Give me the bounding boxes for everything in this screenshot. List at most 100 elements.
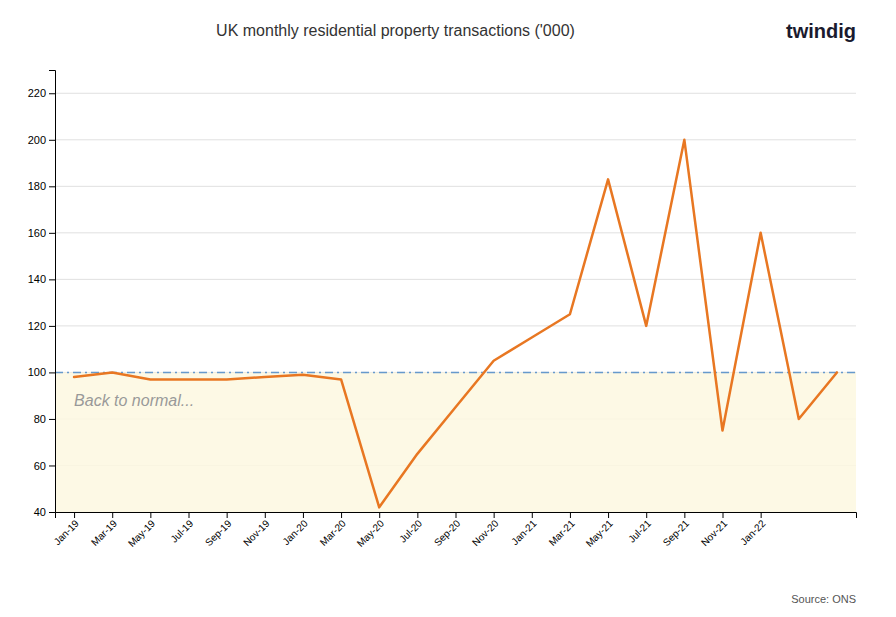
title: UK monthly residential property transact…	[216, 22, 575, 39]
x-tick-mark	[303, 512, 304, 518]
normal-region	[55, 372, 856, 512]
x-tick-label: Sep-19	[203, 517, 234, 548]
grid-line	[55, 325, 856, 326]
y-axis: 40 60 80 100 120 140 160 180 200 220	[28, 71, 56, 519]
x-tick-label: May-19	[126, 517, 158, 549]
y-tick-label: 120	[28, 320, 46, 332]
grid-line	[55, 232, 856, 233]
y-tick-mark	[49, 512, 55, 513]
x-tick-mark	[189, 512, 190, 518]
x-tick-label: Jul-20	[397, 517, 424, 544]
y-tick-label: 80	[34, 413, 46, 425]
x-tick-label: Jan-19	[52, 517, 82, 547]
y-tick-label: 60	[34, 459, 46, 471]
y-tick-mark	[49, 233, 55, 234]
annotation: Back to normal...	[74, 392, 194, 409]
x-tick-mark	[112, 512, 113, 518]
y-tick-label: 220	[28, 87, 46, 99]
x-tick-mark	[150, 512, 151, 518]
x-tick: Mar-20	[318, 512, 348, 548]
y-tick-label: 200	[28, 134, 46, 146]
chart: 406080100120140160180200220Jan-19Mar-19M…	[0, 0, 896, 617]
x-tick: Sep-19	[203, 512, 234, 548]
reference-line	[55, 372, 856, 374]
y-tick-mark	[49, 419, 55, 420]
y-tick: 100	[28, 366, 55, 378]
x-tick-mark	[608, 512, 609, 518]
x-tick: May-20	[355, 512, 387, 549]
y-tick-label: 40	[34, 506, 46, 518]
x-tick-mark	[227, 512, 228, 518]
x-tick: Mar-19	[89, 512, 119, 548]
grid	[55, 93, 856, 512]
x-tick-label: Sep-20	[432, 517, 463, 548]
grid-line	[55, 93, 856, 94]
x-tick-mark	[417, 512, 418, 518]
x-tick: Nov-21	[699, 512, 730, 548]
y-tick: 180	[28, 180, 55, 192]
y-tick-mark	[49, 465, 55, 466]
x-tick-mark	[723, 512, 724, 518]
x-tick-label: Jan-22	[738, 517, 768, 547]
x-tick-mark	[532, 512, 533, 518]
y-tick-mark	[49, 279, 55, 280]
x-tick-label: Nov-19	[241, 517, 272, 548]
y-tick: 40	[34, 506, 55, 518]
y-tick: 60	[34, 459, 55, 471]
x-tick: Jul-19	[168, 512, 195, 545]
x-tick-label: Jul-19	[168, 517, 195, 544]
grid-line	[55, 139, 856, 140]
x-tick-mark	[684, 512, 685, 518]
y-tick-mark	[49, 372, 55, 373]
source: Source: ONS	[791, 593, 856, 605]
x-tick-label: May-20	[355, 517, 387, 549]
x-tick-label: Sep-21	[661, 517, 692, 548]
data-line	[74, 140, 837, 508]
x-tick-label: Jan-21	[509, 517, 539, 547]
x-tick-mark	[570, 512, 571, 518]
x-tick-label: Jan-20	[280, 517, 310, 547]
y-tick-mark	[49, 326, 55, 327]
x-tick: May-19	[126, 512, 158, 549]
x-axis: Jan-19Mar-19May-19 Jul-19 Sep-19Nov-19 Jan-…	[52, 512, 857, 549]
y-tick-label: 140	[28, 273, 46, 285]
plot-area	[55, 140, 856, 512]
x-tick: Nov-19	[241, 512, 272, 548]
y-tick-label: 180	[28, 180, 46, 192]
x-tick-mark	[341, 512, 342, 518]
x-tick-label: Nov-21	[699, 517, 730, 548]
x-tick-mark	[646, 512, 647, 518]
x-tick-mark	[761, 512, 762, 518]
x-tick-mark	[74, 512, 75, 518]
y-tick: 160	[28, 227, 55, 239]
x-tick: May-21	[584, 512, 616, 549]
x-tick: Jan-20	[280, 512, 310, 547]
x-tick-mark	[379, 512, 380, 518]
y-tick-mark	[49, 140, 55, 141]
x-tick: Jan-21	[509, 512, 539, 547]
x-tick: Sep-21	[661, 512, 692, 548]
y-axis-line	[49, 71, 56, 513]
y-tick-mark	[49, 186, 55, 187]
y-tick: 140	[28, 273, 55, 285]
y-tick-label: 160	[28, 227, 46, 239]
x-tick: Jan-19	[52, 512, 82, 547]
x-tick: Nov-20	[470, 512, 501, 548]
grid-line	[55, 186, 856, 187]
x-tick-label: Jul-21	[626, 517, 653, 544]
y-tick: 80	[34, 413, 55, 425]
x-tick-mark	[456, 512, 457, 518]
grid-line	[55, 279, 856, 280]
x-tick-label: May-21	[584, 517, 616, 549]
y-tick: 120	[28, 320, 55, 332]
y-tick: 220	[28, 87, 55, 99]
logo: twindig	[786, 20, 856, 42]
x-tick-mark	[265, 512, 266, 518]
x-tick-label: Mar-21	[547, 517, 577, 547]
x-tick-label: Mar-19	[89, 517, 119, 547]
x-tick: Jul-20	[397, 512, 424, 545]
x-tick: Sep-20	[432, 512, 463, 548]
x-axis-line	[56, 513, 857, 519]
x-tick-mark	[494, 512, 495, 518]
x-tick: Jul-21	[626, 512, 653, 545]
